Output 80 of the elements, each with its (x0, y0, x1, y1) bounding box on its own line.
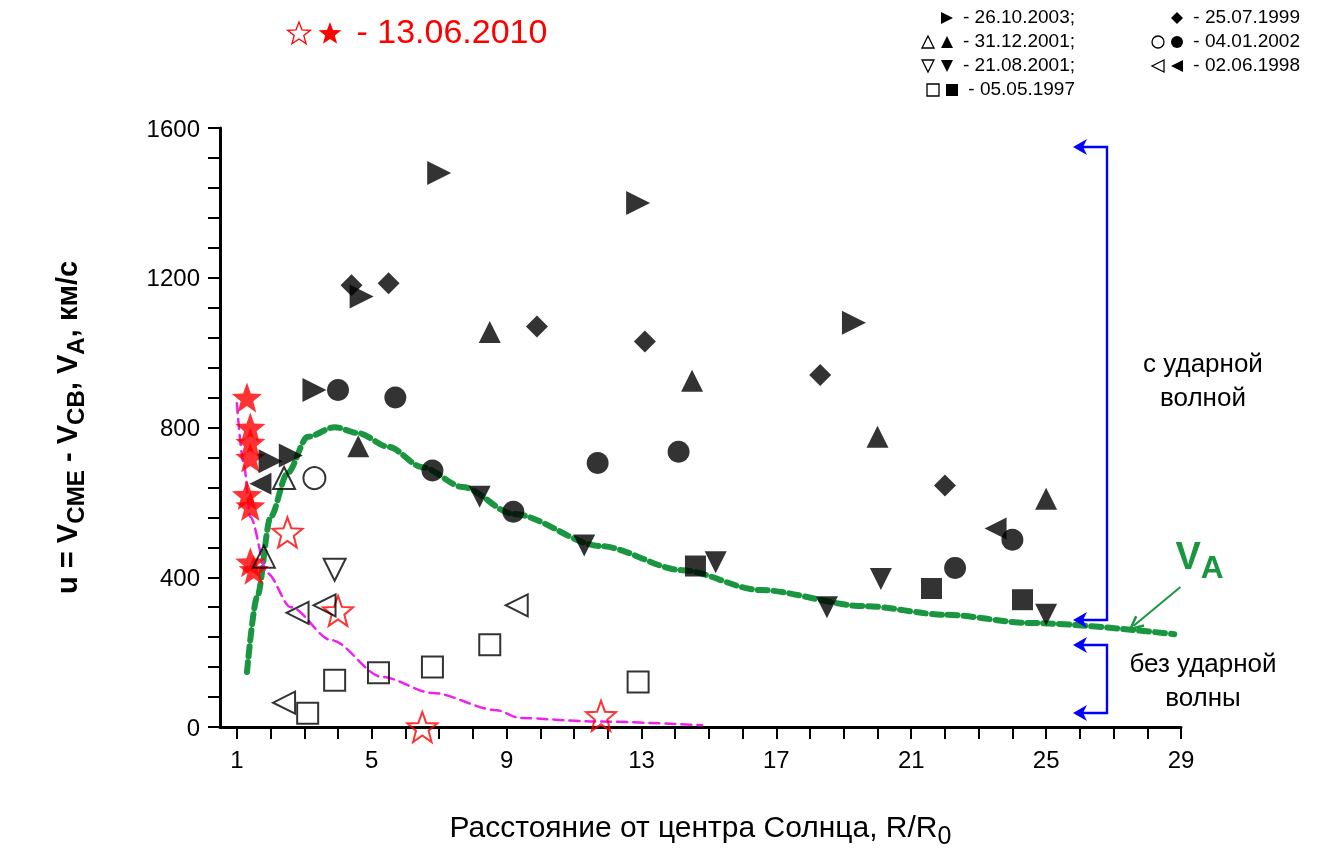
point (933, 474, 956, 497)
point (340, 274, 363, 297)
point (384, 386, 407, 409)
point (296, 701, 320, 725)
point (809, 364, 832, 387)
point (681, 369, 704, 392)
y-tick-label: 800 (159, 414, 200, 441)
point (427, 160, 452, 185)
point (420, 655, 444, 679)
point (249, 472, 272, 495)
point (377, 272, 400, 295)
x-tick-label: 29 (1167, 745, 1195, 773)
y-tick-label: 400 (159, 563, 200, 591)
x-tick-label: 1 (230, 745, 244, 773)
y-tick-label: 1200 (146, 264, 200, 292)
point (815, 596, 838, 619)
point (278, 443, 303, 468)
point (1001, 528, 1024, 551)
point (944, 556, 967, 579)
annotation: с ударной волной (1142, 347, 1264, 414)
point (704, 551, 727, 574)
point (468, 485, 491, 508)
point (478, 321, 501, 344)
point (866, 425, 889, 448)
annotation: без ударной волны (1128, 647, 1278, 714)
point (251, 544, 276, 569)
point (327, 379, 350, 402)
point (302, 466, 327, 491)
x-tick-label: 17 (763, 745, 790, 773)
x-tick-label: 5 (365, 745, 379, 773)
point (272, 690, 297, 715)
point (502, 500, 525, 523)
point (869, 568, 892, 591)
point (667, 440, 690, 463)
legend-label: - 26.10.2003; (963, 6, 1075, 27)
point (1035, 487, 1058, 510)
point (586, 452, 609, 475)
point (585, 699, 618, 732)
point (347, 435, 370, 458)
point (271, 516, 304, 549)
point (1012, 589, 1034, 611)
point (1035, 603, 1058, 626)
legend-label: - 31.12.2001; (963, 30, 1075, 51)
point (272, 466, 297, 491)
point (984, 517, 1007, 540)
point (285, 600, 310, 625)
point (684, 555, 706, 577)
point (633, 330, 656, 353)
point (302, 378, 327, 403)
point (626, 670, 650, 694)
point (626, 190, 651, 215)
point (406, 711, 439, 743)
annotation: V$_{A}$ (1175, 534, 1224, 586)
x-tick-label: 9 (499, 745, 514, 773)
point (323, 668, 347, 692)
point (920, 577, 942, 599)
point (231, 382, 262, 413)
x-tick-label: 13 (628, 745, 655, 773)
point (525, 315, 548, 338)
y-tick-label: 0 (186, 713, 200, 741)
y-tick-label: 1600 (146, 114, 200, 142)
point (478, 633, 502, 657)
point (235, 491, 266, 522)
point (322, 594, 355, 627)
x-tick-label: 25 (1032, 745, 1060, 773)
legend-label: - 04.01.2002 (1193, 30, 1300, 51)
point (504, 593, 529, 618)
x-axis-title: Расстояние от центра Солнца, R/R$_{0}$ (448, 810, 953, 850)
legend-label: - 05.05.1997 (968, 78, 1075, 99)
point (573, 534, 596, 557)
x-tick-label: 21 (897, 745, 925, 773)
legend-label: - 21.08.2001; (963, 54, 1075, 75)
point (841, 310, 866, 335)
point (366, 661, 390, 685)
point (421, 459, 444, 482)
legend-label: - 13.06.2010 (356, 12, 548, 50)
legend-label: - 02.06.1998 (1193, 54, 1300, 75)
point (322, 557, 347, 582)
point (312, 593, 337, 618)
legend-label: - 25.07.1999 (1193, 6, 1300, 27)
